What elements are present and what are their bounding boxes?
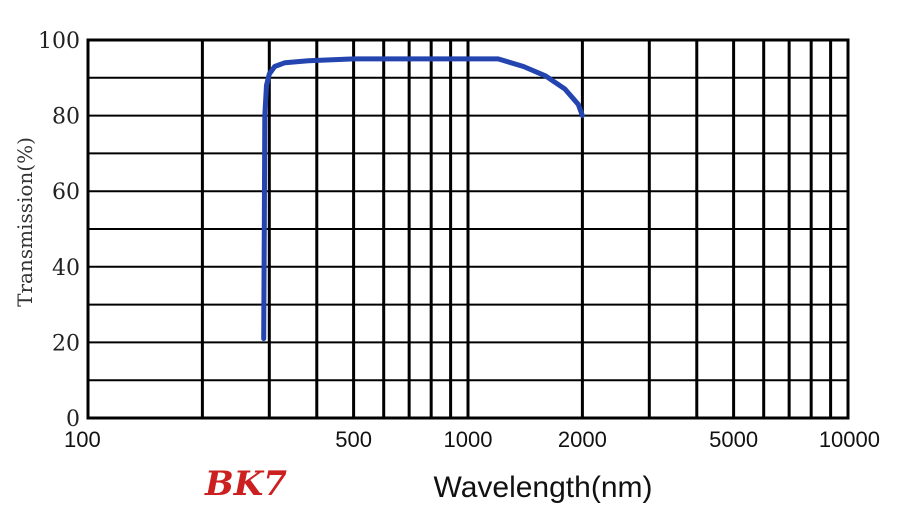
y-axis-label: Transmission(%) (13, 137, 37, 307)
grid-lines (88, 40, 848, 418)
x-tick-label: 10000 (819, 427, 880, 452)
y-tick-label: 40 (52, 256, 80, 281)
x-tick-label: 100 (64, 427, 101, 452)
transmission-curve (261, 56, 585, 342)
x-tick-label: 500 (335, 427, 372, 452)
plot-frame (86, 38, 850, 420)
x-tick-labels: 100 500 1000 2000 5000 10000 (64, 427, 880, 452)
x-tick-label: 2000 (558, 427, 607, 452)
y-tick-label: 20 (52, 331, 80, 356)
x-tick-label: 1000 (444, 427, 493, 452)
y-tick-label: 0 (66, 407, 80, 432)
y-tick-label: 100 (38, 29, 80, 54)
y-tick-label: 80 (52, 105, 80, 130)
y-tick-label: 60 (52, 180, 80, 205)
x-axis-label: Wavelength(nm) (434, 471, 653, 504)
x-tick-label: 5000 (709, 427, 758, 452)
material-label: BK7 (204, 464, 287, 504)
y-tick-labels: 0 20 40 60 80 100 (38, 29, 80, 432)
